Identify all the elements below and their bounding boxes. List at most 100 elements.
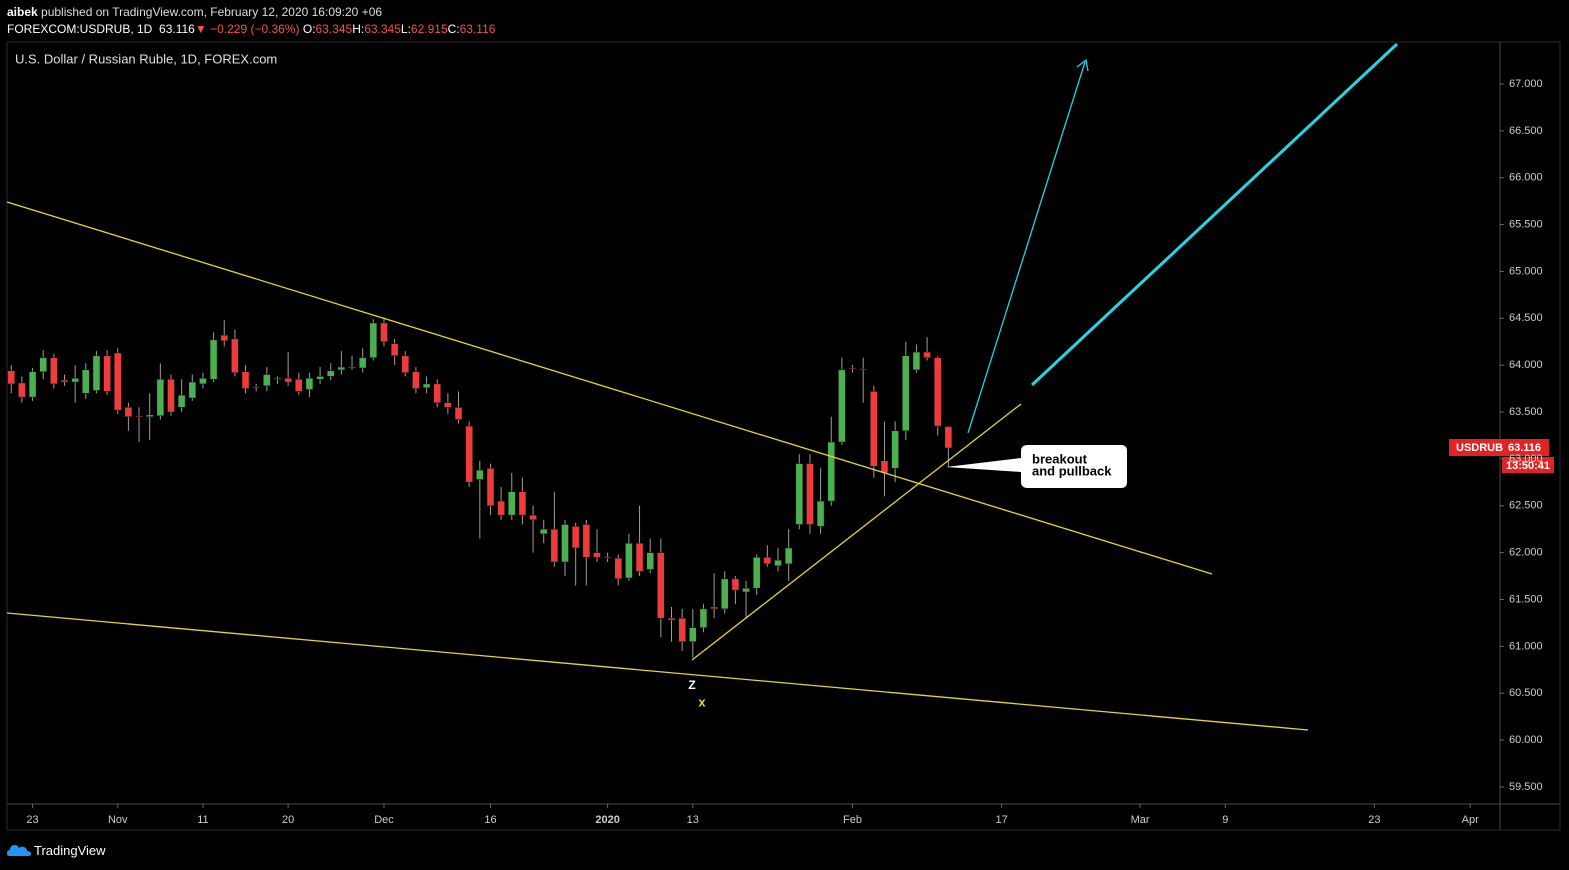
ohlc-value: 62.915 bbox=[410, 22, 448, 36]
candle-body bbox=[401, 355, 410, 373]
x-tick-label: 17 bbox=[995, 814, 1007, 826]
ohlc-label: O: bbox=[302, 22, 316, 36]
candle-body bbox=[806, 463, 814, 525]
candle-body bbox=[710, 606, 718, 610]
y-tick-label: 65.500 bbox=[1509, 218, 1543, 230]
x-tick-label: 11 bbox=[197, 814, 208, 826]
candle-body bbox=[848, 367, 857, 370]
candle-body bbox=[486, 468, 495, 507]
y-tick-label: 66.500 bbox=[1509, 125, 1543, 137]
author: aibek bbox=[7, 5, 38, 19]
y-tick-label: 64.500 bbox=[1509, 312, 1543, 324]
candle-body bbox=[550, 528, 559, 563]
candle-body bbox=[156, 378, 165, 417]
candle-body bbox=[657, 552, 665, 619]
candle-body bbox=[284, 378, 292, 383]
candle-body bbox=[114, 352, 122, 411]
candle-body bbox=[720, 578, 729, 610]
ohlc-label: L: bbox=[400, 22, 411, 36]
candle-body bbox=[135, 415, 143, 418]
candle-body bbox=[273, 378, 282, 380]
candle-body bbox=[71, 378, 79, 383]
candle-body bbox=[902, 355, 910, 432]
candle-body bbox=[891, 430, 899, 469]
x-tick-label: Nov bbox=[108, 814, 128, 826]
channel-line bbox=[1030, 42, 1399, 387]
publish-line: aibek published on TradingView.com, Febr… bbox=[7, 4, 495, 21]
last-price-label: 63.116 bbox=[1508, 442, 1541, 454]
candle-body bbox=[454, 407, 463, 420]
x-tick-label: Mar bbox=[1131, 814, 1150, 826]
x-tick-label: 16 bbox=[484, 814, 496, 826]
candle-body bbox=[305, 378, 314, 390]
candle-body bbox=[18, 382, 26, 398]
candle-body bbox=[263, 374, 271, 387]
candle-body bbox=[731, 578, 740, 591]
countdown: 13:50:41 bbox=[1506, 460, 1550, 472]
candle-body bbox=[859, 368, 867, 371]
arrow-head bbox=[1076, 58, 1089, 72]
candle-body bbox=[880, 460, 889, 474]
ohlc-value: 63.345 bbox=[315, 22, 353, 36]
y-tick-label: 62.000 bbox=[1509, 547, 1543, 559]
y-tick-label: 61.500 bbox=[1509, 593, 1543, 605]
candle-body bbox=[422, 383, 431, 388]
candle-body bbox=[752, 557, 761, 589]
candle-body bbox=[667, 617, 676, 621]
chart-title: U.S. Dollar / Russian Ruble, 1D, FOREX.c… bbox=[15, 51, 277, 66]
candle-body bbox=[220, 334, 228, 342]
candle-body bbox=[412, 371, 420, 389]
candle-body bbox=[465, 425, 473, 483]
candle-body bbox=[231, 338, 239, 373]
candle-body bbox=[316, 376, 324, 380]
chart-bg bbox=[0, 42, 1569, 835]
ohlc: O:63.345H:63.345L:62.915C:63.116 bbox=[303, 22, 496, 36]
candle-body bbox=[188, 381, 197, 399]
ohlc-label: C: bbox=[447, 22, 460, 36]
candle-body bbox=[167, 378, 175, 413]
candle-body bbox=[39, 357, 47, 372]
candle-body bbox=[635, 543, 644, 572]
candle-body bbox=[358, 357, 367, 369]
candle-body bbox=[944, 426, 953, 449]
candle-body bbox=[326, 370, 335, 377]
candle-body bbox=[784, 547, 793, 565]
candle-body bbox=[177, 394, 186, 408]
candle-body bbox=[827, 441, 835, 502]
trendline bbox=[6, 201, 1213, 575]
price-tag-bg bbox=[1449, 439, 1549, 456]
candle-body bbox=[348, 366, 356, 369]
candle-body bbox=[476, 469, 484, 480]
candle-body bbox=[614, 557, 623, 580]
candle-body bbox=[337, 366, 346, 371]
candle-body bbox=[571, 526, 580, 549]
candle-body bbox=[870, 391, 878, 467]
candle-body bbox=[561, 524, 569, 563]
candle-body bbox=[369, 322, 378, 358]
candles bbox=[7, 317, 953, 658]
symbol: FOREXCOM:USDRUB, 1D bbox=[7, 22, 153, 36]
callout-text: and pullback bbox=[1032, 463, 1112, 478]
symbol-label: USDRUB bbox=[1456, 442, 1503, 454]
candle-body bbox=[529, 514, 537, 521]
candle-body bbox=[763, 557, 772, 565]
candle-body bbox=[539, 528, 548, 535]
candle-body bbox=[593, 552, 601, 558]
price-tag: USDRUB 63.116 13:50:41 bbox=[1449, 439, 1554, 473]
candle-body bbox=[497, 500, 505, 516]
candle-body bbox=[742, 587, 750, 593]
footer: TradingView bbox=[7, 842, 106, 858]
candle-body bbox=[912, 351, 921, 371]
wave-label: Z bbox=[688, 678, 695, 692]
candle-body bbox=[390, 343, 399, 357]
candle-body bbox=[82, 369, 90, 394]
candle-body bbox=[625, 543, 633, 579]
y-tick-label: 62.500 bbox=[1509, 500, 1543, 512]
candle-body bbox=[689, 627, 697, 642]
candle-body bbox=[646, 552, 654, 570]
x-tick-label: Dec bbox=[374, 814, 394, 826]
callout-box bbox=[946, 445, 1127, 488]
candle-body bbox=[92, 355, 101, 391]
candle-body bbox=[28, 371, 37, 398]
